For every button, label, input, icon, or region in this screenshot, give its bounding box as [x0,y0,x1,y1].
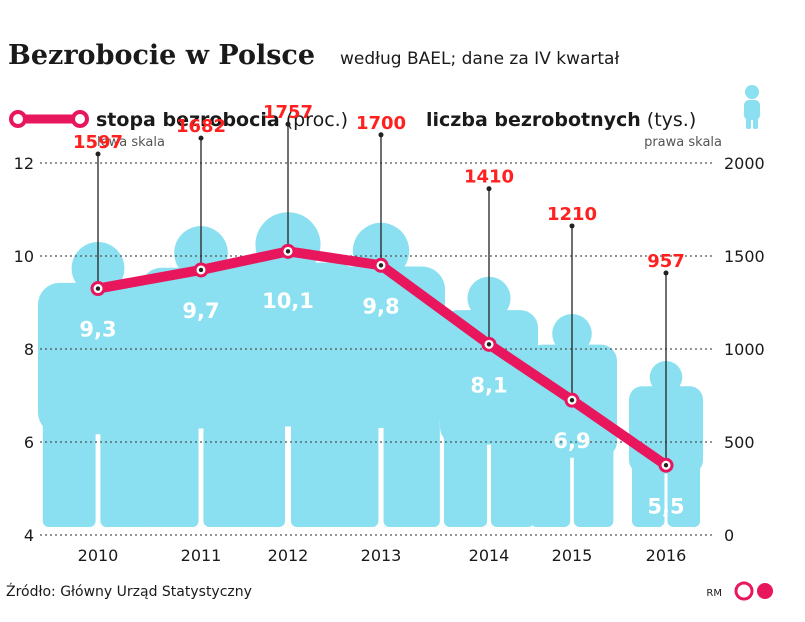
person-leg [42,392,96,527]
x-axis: 2010 2011 2012 2013 2014 2015 2016 [78,546,687,565]
x-tick-label: 2016 [646,546,687,565]
right-tick-label: 0 [724,526,734,545]
left-tick-label: 4 [24,526,34,545]
right-tick-label: 1000 [724,340,765,359]
count-value-labels: 1597 1682 1757 1700 1410 1210 957 [73,102,685,272]
legend-count-unit: (tys.) [647,109,696,131]
person-leg [100,392,154,527]
x-tick-label: 2015 [552,546,593,565]
rate-point-center [569,397,575,403]
rate-value-label: 8,1 [470,373,507,397]
rate-point-center [95,286,101,291]
leader-dot-top [198,135,204,141]
left-tick-label: 12 [14,154,34,173]
right-tick-label: 2000 [724,154,765,173]
rate-value-label: 9,7 [182,299,219,323]
person-leg [667,449,701,527]
x-tick-label: 2014 [469,546,510,565]
count-value-label: 957 [647,251,685,272]
person-leg [322,383,379,527]
leader-dot-top [569,223,575,229]
leader-dot-top [486,186,492,192]
count-value-label: 1682 [176,116,226,137]
rate-point-center [285,249,291,254]
person-leg [631,449,665,527]
x-tick-label: 2011 [181,546,222,565]
person-leg [530,426,571,527]
rate-value-label: 6,9 [553,429,590,453]
right-tick-label: 1500 [724,247,765,266]
person-figure [38,241,158,527]
person-figure [440,276,538,527]
legend-count-name: liczba bezrobotnych [426,109,641,131]
grid-lines [40,162,712,536]
person-figures [38,212,703,527]
rate-value-label: 9,3 [79,318,116,342]
x-tick-label: 2012 [268,546,309,565]
rate-value-label: 10,1 [262,289,314,313]
left-tick-label: 8 [24,340,34,359]
count-value-label: 1597 [73,132,123,153]
legend-rate-name: stopa bezrobocia [96,109,280,131]
legend-rate-scale: lewa skala [97,135,165,150]
count-value-label: 1700 [356,113,406,134]
leader-dot-top [663,270,669,276]
leader-dot-top [95,151,101,157]
legend-rate-unit: (proc.) [286,109,348,131]
person-leg [219,381,286,527]
person-leg [573,426,614,527]
rate-point-center [486,342,492,347]
leader-dot-top [378,132,384,138]
chart-subtitle: według BAEL; dane za IV kwartał [340,49,619,69]
legend-person-icon [744,85,760,129]
rate-point-center [663,463,669,468]
count-value-label: 1410 [464,167,514,188]
count-value-label: 1210 [547,204,597,225]
rate-value-label: 5,5 [647,494,684,518]
left-tick-label: 6 [24,433,34,452]
person-leg [383,383,440,527]
source-note: Źródło: Główny Urząd Statystyczny [6,582,252,600]
rate-value-label: 9,8 [362,294,399,318]
rate-value-labels: 9,3 9,7 10,1 9,8 8,1 6,9 5,5 [79,289,684,518]
rate-point-center [198,267,204,273]
legend-rate-label: stopa bezrobocia (proc.) [96,109,348,131]
legend-count-label: liczba bezrobotnych (tys.) [426,109,696,131]
count-leader-lines [95,121,669,466]
author-initials: RM [706,588,722,599]
x-tick-label: 2013 [361,546,402,565]
left-axis: 4 6 8 10 12 [14,154,34,545]
rate-point-center [378,263,384,268]
left-tick-label: 10 [14,247,34,266]
right-tick-label: 500 [724,433,755,452]
legend-count-scale: prawa skala [644,135,722,150]
person-leg [490,407,535,527]
rate-line [90,243,674,473]
brand-logo: GP [734,581,773,601]
right-axis: 0 500 1000 1500 2000 [724,154,765,545]
count-value-label: 1757 [263,102,313,123]
x-tick-label: 2010 [78,546,119,565]
legend-rate-swatch [9,110,89,128]
chart-title: Bezrobocie w Polsce [8,40,315,71]
person-leg [443,407,488,527]
person-leg [144,384,199,527]
leader-dot-top [285,121,291,127]
